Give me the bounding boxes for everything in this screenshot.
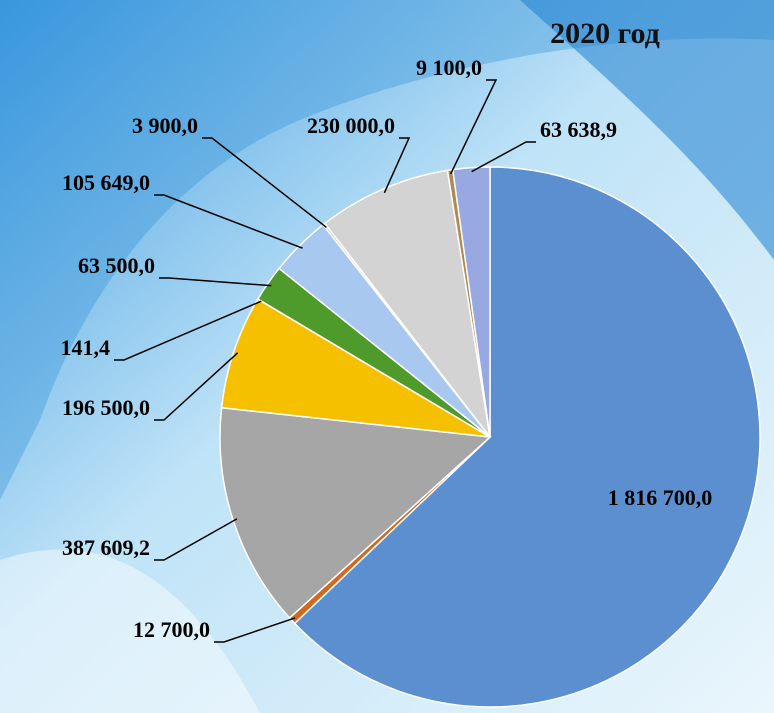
background-swoosh [0,0,774,500]
data-label: 196 500,0 [62,395,150,420]
data-label: 12 700,0 [133,617,210,642]
pie-slice [323,169,491,438]
data-label: 3 900,0 [132,113,198,138]
data-label: 63 500,0 [78,253,155,278]
leader-line [154,518,238,561]
leader-line [214,617,296,643]
background-swoosh [520,0,774,260]
leader-line [450,79,498,175]
data-label: 387 609,2 [62,535,150,560]
pie-slice [219,406,492,619]
leader-line [159,277,272,287]
leader-line [114,300,262,361]
pie [219,166,761,708]
leader-line [471,141,536,173]
data-label: 105 649,0 [62,170,150,195]
data-label: 230 000,0 [307,113,395,138]
data-label: 141,4 [61,335,111,360]
pie-slice [220,298,491,438]
leader-line [154,352,239,421]
pie-slice [293,166,761,708]
chart-title: 2020 год [550,17,660,50]
data-label: 9 100,0 [416,55,482,80]
leader-line [202,137,327,228]
leader-line [383,137,411,194]
background-swoosh [0,549,260,713]
data-label: 63 638,9 [540,117,617,142]
data-label: 1 816 700,0 [608,485,713,510]
leader-line [154,194,303,249]
